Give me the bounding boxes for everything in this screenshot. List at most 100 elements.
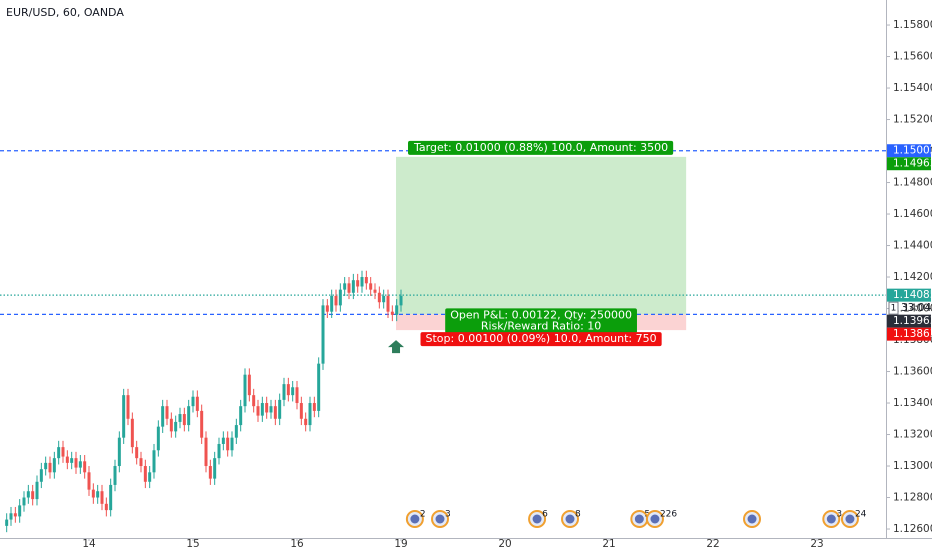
event-count: 226 (660, 510, 677, 520)
candle-body (373, 289, 377, 293)
candle-body (57, 447, 61, 459)
candle-body (282, 384, 286, 400)
candle-body (83, 461, 87, 473)
candle-body (48, 462, 52, 473)
y-tick-label: 1.14000 (893, 303, 932, 315)
candle-body (148, 472, 152, 482)
event-icon-inner (410, 514, 420, 524)
stop-label: Stop: 0.00100 (0.09%) 10.0, Amount: 750 (426, 332, 657, 345)
x-tick-label: 16 (290, 538, 304, 550)
event-count: 3 (445, 510, 451, 520)
event-count: 6 (542, 510, 548, 520)
candle-body (351, 280, 355, 293)
event-icon-inner (435, 514, 445, 524)
candle-body (126, 395, 130, 419)
candle-body (386, 295, 390, 312)
event-count: 3 (836, 510, 842, 520)
candle-body (61, 447, 65, 457)
candle-body (364, 277, 368, 284)
event-icon-inner (532, 514, 542, 524)
y-tick-label: 1.15200 (893, 114, 932, 126)
candle-body (113, 466, 117, 485)
profit-zone (396, 156, 687, 315)
candle-body (304, 418, 308, 426)
candle-body (135, 447, 139, 459)
candle-body (312, 403, 316, 411)
y-tick-label: 1.13400 (893, 397, 932, 409)
candle-body (195, 396, 199, 411)
candle-body (122, 395, 126, 438)
candle-body (299, 403, 303, 419)
y-tick-label: 1.13000 (893, 460, 932, 472)
candle-body (286, 384, 290, 396)
candle-body (13, 513, 17, 517)
candle-body (334, 295, 338, 306)
candle-body (204, 437, 208, 467)
x-tick-label: 19 (394, 538, 407, 550)
countdown-prefix: 1 (891, 304, 897, 314)
candle-body (35, 481, 39, 500)
y-tick-label: 1.14800 (893, 177, 932, 189)
x-tick-label: 21 (602, 538, 615, 550)
candle-body (52, 458, 56, 473)
candle-body (230, 437, 234, 451)
y-tick-label: 1.13200 (893, 429, 932, 441)
y-tick-label: 1.14200 (893, 271, 932, 283)
price-tag: 1.15002 (893, 145, 932, 157)
candle-body (347, 283, 351, 293)
candle-body (239, 406, 243, 426)
price-tag-box (887, 144, 931, 158)
event-icon-inner (845, 514, 855, 524)
buy-arrow (388, 340, 405, 354)
candle-body (208, 466, 212, 479)
candle-body (74, 458, 78, 468)
candle-body (356, 280, 360, 287)
y-tick-label: 1.15600 (893, 51, 932, 63)
y-tick-label: 1.13600 (893, 366, 932, 378)
candle-body (256, 406, 260, 416)
candle-body (338, 289, 342, 306)
price-tag-box (887, 327, 931, 341)
candle-body (295, 387, 299, 404)
price-tag: 1.13963 (893, 315, 932, 327)
x-tick-label: 22 (706, 538, 719, 550)
candle-body (109, 484, 113, 511)
candle-body (217, 443, 221, 459)
candle-body (18, 505, 22, 517)
candle-body (130, 418, 134, 448)
candle-body (44, 462, 48, 470)
candle-body (308, 403, 312, 426)
countdown: 33:04 (901, 302, 932, 314)
candle-body (343, 283, 347, 290)
y-tick-label: 1.14600 (893, 208, 932, 220)
candle-body (152, 450, 156, 473)
rr-label: Risk/Reward Ratio: 10 (481, 319, 601, 332)
stop-label-box (420, 332, 662, 347)
y-tick-label: 1.15800 (893, 19, 932, 31)
candle-body (31, 491, 35, 500)
candle-body (226, 437, 230, 451)
price-tag: 1.13863 (893, 328, 932, 340)
candle-body (273, 406, 277, 419)
price-tag-box (887, 314, 931, 328)
pnl-label: Open P&L: 0.00122, Qty: 250000 (450, 308, 632, 321)
event-count: 24 (855, 510, 867, 520)
countdown-prefix-box (888, 301, 899, 315)
candle-body (291, 387, 295, 396)
event-icon-inner (634, 514, 644, 524)
candle-body (330, 295, 334, 312)
candle-body (169, 418, 173, 432)
candle-body (187, 406, 191, 426)
y-tick-label: 1.12600 (893, 523, 932, 535)
event-count: 2 (420, 510, 426, 520)
target-label: Target: 0.01000 (0.88%) 100.0, Amount: 3… (413, 141, 668, 154)
candle-body (117, 437, 121, 467)
x-tick-label: 23 (810, 538, 823, 550)
candle-body (182, 414, 186, 426)
x-tick-label: 15 (186, 538, 199, 550)
event-count: 8 (575, 510, 581, 520)
candle-body (22, 497, 26, 506)
candle-body (390, 311, 394, 315)
candle-body (91, 489, 95, 498)
